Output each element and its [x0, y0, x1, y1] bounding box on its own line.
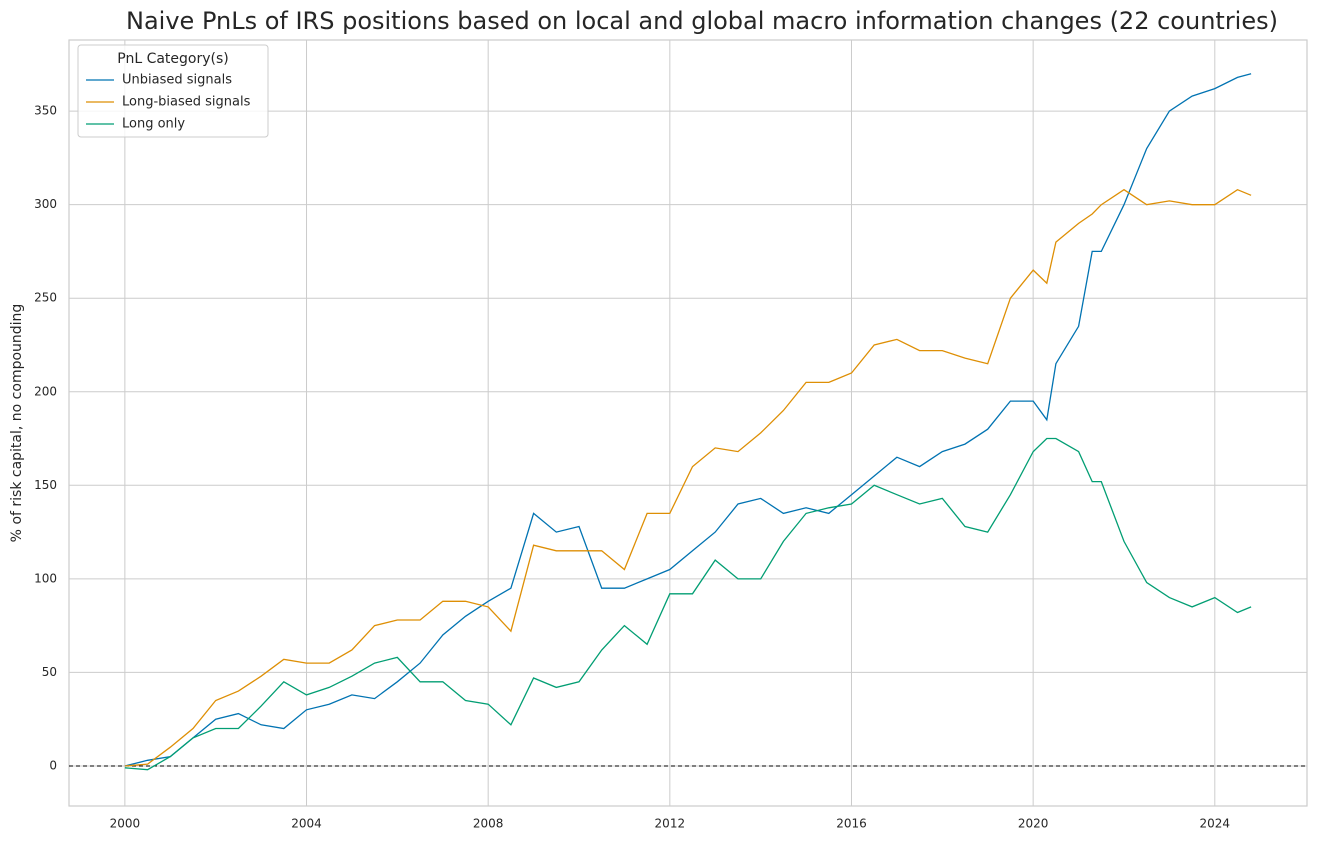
- x-tick-label: 2000: [110, 817, 141, 831]
- line-series: [124, 73, 1252, 767]
- line-series: [124, 188, 1252, 767]
- x-tick-label: 2024: [1200, 817, 1231, 831]
- y-tick-label: 300: [34, 197, 57, 211]
- plot-frame: [68, 39, 1308, 807]
- y-tick-label: 350: [34, 104, 57, 118]
- y-tick-label: 100: [34, 571, 57, 585]
- legend-box: [77, 44, 269, 138]
- legend-title: PnL Category(s): [117, 51, 229, 67]
- line-series: [124, 437, 1252, 771]
- y-tick-label: 200: [34, 384, 57, 398]
- y-tick-label: 50: [42, 665, 57, 679]
- y-tick-label: 0: [49, 758, 57, 772]
- x-tick-label: 2016: [836, 817, 867, 831]
- legend-label: Unbiased signals: [122, 73, 232, 88]
- x-tick-label: 2020: [1018, 817, 1049, 831]
- x-tick-label: 2004: [291, 817, 322, 831]
- x-tick-label: 2008: [473, 817, 504, 831]
- y-tick-label: 250: [34, 291, 57, 305]
- x-tick-label: 2012: [655, 817, 686, 831]
- legend: PnL Category(s) Unbiased signals Long-bias…: [77, 44, 269, 138]
- y-axis-label: % of risk capital, no compounding: [9, 304, 25, 543]
- chart-title: Naive PnLs of IRS positions based on loc…: [126, 7, 1278, 35]
- legend-label: Long-biased signals: [122, 95, 251, 110]
- y-tick-label: 150: [34, 478, 57, 492]
- legend-label: Long only: [122, 117, 185, 132]
